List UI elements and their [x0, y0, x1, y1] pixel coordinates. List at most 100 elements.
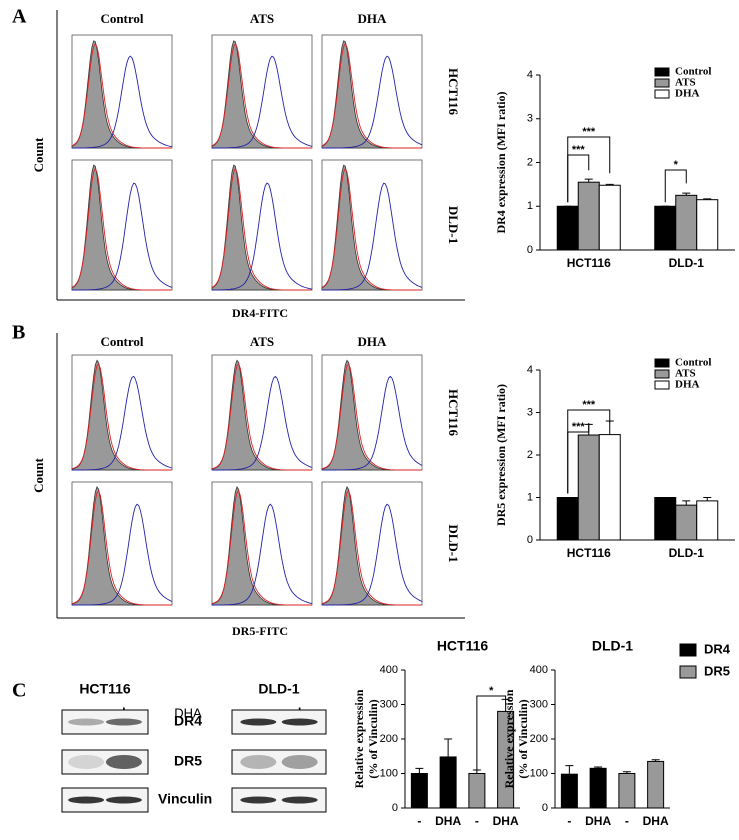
control-histogram	[71, 363, 172, 471]
bar	[654, 205, 677, 251]
blot-band	[240, 718, 277, 726]
control-histogram	[321, 490, 422, 606]
y-tick-label: 0	[527, 244, 533, 256]
stained-histogram	[72, 503, 173, 606]
y-tick-label: 2	[527, 156, 533, 168]
control-histogram	[321, 363, 422, 471]
control-histogram	[211, 43, 312, 149]
y-axis-title: Relative expression	[352, 689, 366, 788]
error-bar	[472, 769, 481, 774]
y-axis-title: (% of Vinculin)	[366, 699, 380, 778]
y-axis-title: DR4 expression (MFI ratio)	[494, 91, 508, 233]
y-tick-label: 0	[542, 802, 548, 814]
legend-label: Control	[675, 357, 711, 369]
x-tick-label: DHA	[493, 814, 519, 828]
error-bar	[605, 183, 614, 186]
stained-histogram	[322, 503, 423, 606]
bar	[618, 773, 636, 809]
band-label: Vinculin	[158, 791, 212, 807]
error-bar	[565, 765, 574, 775]
y-tick-label: 1	[527, 491, 533, 503]
significance-label: ***	[572, 144, 586, 156]
significance-label: *	[489, 685, 494, 697]
bar	[647, 760, 665, 809]
axis-title: DR4-FITC	[232, 306, 288, 320]
legend-label: Control	[675, 66, 711, 78]
column-title: ATS	[250, 11, 274, 26]
stained-histogram	[212, 375, 313, 471]
band-label: DR4	[174, 713, 202, 729]
blot-band	[240, 796, 277, 804]
x-tick-label: DHA	[643, 814, 669, 828]
significance-label: *	[674, 159, 679, 171]
x-tick-label: HCT116	[567, 546, 611, 560]
bar	[468, 773, 486, 809]
y-tick-label: 4	[527, 69, 533, 81]
y-tick-label: 0	[527, 534, 533, 546]
significance-bracket	[567, 409, 611, 494]
row-title: HCT116	[446, 68, 461, 115]
y-tick-label: 4	[527, 364, 533, 376]
panel-label: C	[12, 680, 26, 702]
control-histogram	[71, 490, 172, 606]
legend-label: DHA	[675, 379, 700, 391]
significance-bracket	[567, 136, 611, 203]
x-tick-label: -	[417, 814, 421, 828]
y-tick-label: 3	[527, 113, 533, 125]
legend-label: DR5	[704, 663, 730, 678]
y-tick-label: 400	[530, 664, 548, 676]
bar	[675, 504, 698, 541]
bar	[696, 199, 719, 251]
bar	[556, 205, 579, 251]
y-tick-label: 3	[527, 406, 533, 418]
legend-swatch	[679, 643, 697, 657]
x-tick-label: DLD-1	[669, 256, 705, 270]
error-bar	[584, 178, 593, 183]
control-histogram	[71, 43, 172, 149]
y-tick-label: 100	[380, 767, 398, 779]
legend-swatch	[654, 67, 670, 77]
legend-label: ATS	[675, 368, 696, 380]
bar	[598, 184, 621, 251]
error-bar	[444, 738, 453, 757]
blot-band	[281, 755, 318, 769]
legend-label: DR4	[704, 641, 731, 656]
legend-swatch	[654, 380, 670, 390]
blot-group: DLD-1	[258, 681, 299, 697]
control-histogram	[211, 490, 312, 606]
bar	[696, 500, 719, 541]
y-tick-label: 2	[527, 449, 533, 461]
chart-title: DLD-1	[592, 638, 633, 654]
blot-band	[68, 796, 105, 804]
y-tick-label: 300	[380, 698, 398, 710]
x-tick-label: -	[475, 814, 479, 828]
y-tick-label: 200	[530, 733, 548, 745]
blot-band	[105, 718, 142, 726]
blot-group: HCT116	[79, 681, 131, 697]
bar	[577, 434, 600, 541]
error-bar	[682, 192, 691, 196]
y-tick-label: 300	[530, 698, 548, 710]
bar	[654, 497, 677, 541]
blot-band	[281, 796, 318, 804]
column-title: DHA	[358, 11, 388, 26]
control-histogram	[71, 167, 172, 291]
stained-histogram	[72, 182, 173, 291]
bar	[410, 773, 428, 809]
significance-label: ***	[582, 399, 596, 411]
legend-swatch	[654, 89, 670, 99]
y-axis-title: Relative expression	[502, 689, 516, 788]
blot-band	[240, 755, 277, 769]
legend-swatch	[679, 665, 697, 679]
blot-box	[231, 749, 327, 775]
stained-histogram	[212, 503, 313, 606]
x-tick-label: DLD-1	[669, 546, 705, 560]
treatment-label: DHA	[174, 705, 202, 720]
significance-bracket	[476, 695, 507, 770]
row-title: HCT116	[446, 389, 461, 436]
stained-histogram	[72, 55, 173, 149]
significance-label: ***	[572, 421, 586, 433]
control-histogram	[321, 167, 422, 291]
bar	[556, 497, 579, 541]
axis-title: Count	[31, 457, 46, 492]
